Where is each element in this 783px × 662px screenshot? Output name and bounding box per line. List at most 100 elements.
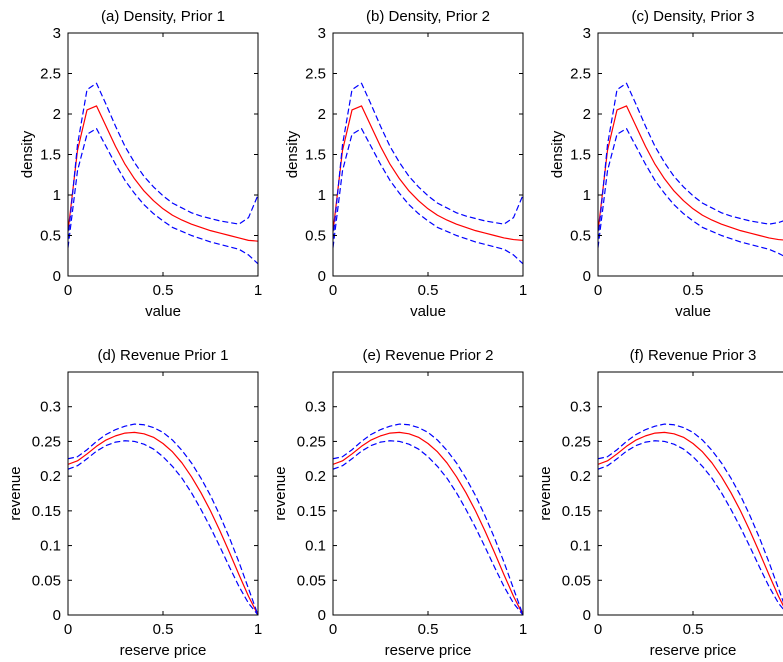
y-tick-label: 3 [583, 25, 591, 42]
y-tick-label: 0.5 [305, 228, 326, 245]
x-tick-label: 0 [64, 282, 72, 299]
y-tick-label: 3 [318, 25, 326, 42]
y-tick-label: 1 [53, 187, 61, 204]
x-tick-label: 1 [254, 282, 262, 299]
y-tick-label: 0.2 [40, 468, 61, 485]
plot-frame [67, 32, 259, 277]
y-tick-label: 2.5 [40, 66, 61, 83]
y-tick-label: 0.05 [562, 572, 591, 589]
y-tick-label: 0.5 [570, 228, 591, 245]
panel-1: 0 0.5 1 0 0.5 1 1.5 2 2.5 3 (a) Density, Prior 1 va… [19, 8, 262, 320]
estimate-line [333, 431, 523, 615]
panel-title: (e) Revenue Prior 2 [363, 347, 494, 364]
x-tick-label: 1 [254, 621, 262, 638]
x-axis-label: value [675, 303, 711, 320]
y-tick-label: 0 [583, 607, 591, 624]
y-tick-label: 0.3 [40, 399, 61, 416]
panel-4: 0 0.5 1 0 0.05 0.1 0.15 0.2 0.25 0.3 (d) Revenue P… [7, 347, 262, 659]
y-axis-label: revenue [537, 466, 554, 520]
estimate-line [598, 105, 783, 241]
estimate-line [333, 105, 523, 241]
y-tick-label: 0.05 [32, 572, 61, 589]
plot-frame [597, 371, 783, 616]
y-tick-label: 0.1 [40, 538, 61, 555]
plot-frame [597, 32, 783, 277]
y-axis-label: revenue [272, 466, 289, 520]
y-tick-label: 0.1 [570, 538, 591, 555]
x-tick-label: 1 [519, 282, 527, 299]
confidence-band-line [333, 423, 523, 615]
confidence-band-line [333, 82, 523, 240]
y-tick-label: 2 [53, 106, 61, 123]
panel-title: (f) Revenue Prior 3 [630, 347, 757, 364]
y-tick-label: 2 [583, 106, 591, 123]
y-axis-label: revenue [7, 466, 24, 520]
estimate-line [68, 431, 258, 615]
confidence-band-line [68, 127, 258, 265]
y-tick-label: 1.5 [305, 147, 326, 164]
y-tick-label: 0.15 [297, 503, 326, 520]
panel-title: (c) Density, Prior 3 [631, 8, 754, 25]
panel-title: (a) Density, Prior 1 [101, 8, 225, 25]
x-tick-label: 0 [594, 282, 602, 299]
x-tick-label: 0.5 [418, 282, 439, 299]
y-axis-label: density [549, 130, 566, 178]
y-tick-label: 0.2 [305, 468, 326, 485]
panel-title: (b) Density, Prior 2 [366, 8, 490, 25]
y-tick-label: 2.5 [570, 66, 591, 83]
y-tick-label: 0.25 [32, 433, 61, 450]
plot-frame [332, 371, 524, 616]
y-tick-label: 0.15 [32, 503, 61, 520]
y-tick-label: 0.3 [305, 399, 326, 416]
x-tick-label: 0.5 [683, 621, 704, 638]
x-tick-label: 0.5 [153, 621, 174, 638]
confidence-band-line [68, 82, 258, 240]
y-tick-label: 2 [318, 106, 326, 123]
x-tick-label: 0 [329, 621, 337, 638]
x-tick-label: 0.5 [153, 282, 174, 299]
confidence-band-line [598, 423, 783, 603]
y-tick-label: 1 [318, 187, 326, 204]
x-tick-label: 0 [329, 282, 337, 299]
x-tick-label: 0.5 [418, 621, 439, 638]
x-tick-label: 1 [519, 621, 527, 638]
y-tick-label: 2.5 [305, 66, 326, 83]
x-axis-label: reserve price [650, 642, 737, 659]
confidence-band-line [68, 440, 258, 615]
y-tick-label: 0 [53, 607, 61, 624]
y-tick-label: 1.5 [570, 147, 591, 164]
confidence-band-line [598, 82, 783, 240]
y-tick-label: 0 [583, 268, 591, 285]
y-tick-label: 0.15 [562, 503, 591, 520]
confidence-band-line [598, 440, 783, 610]
y-tick-label: 0.05 [297, 572, 326, 589]
y-tick-label: 0 [318, 268, 326, 285]
x-tick-label: 0.5 [683, 282, 704, 299]
confidence-band-line [333, 440, 523, 615]
panel-5: 0 0.5 1 0 0.05 0.1 0.15 0.2 0.25 0.3 (e) Revenue P… [272, 347, 527, 659]
y-tick-label: 1.5 [40, 147, 61, 164]
x-tick-label: 0 [594, 621, 602, 638]
y-axis-label: density [19, 130, 36, 178]
panel-2: 0 0.5 1 0 0.5 1 1.5 2 2.5 3 (b) Density, Prior 2 va… [284, 8, 527, 320]
x-axis-label: value [145, 303, 181, 320]
plot-frame [67, 371, 259, 616]
y-tick-label: 0.25 [562, 433, 591, 450]
x-axis-label: reserve price [385, 642, 472, 659]
x-axis-label: value [410, 303, 446, 320]
x-axis-label: reserve price [120, 642, 207, 659]
y-tick-label: 0.3 [570, 399, 591, 416]
y-tick-label: 1 [583, 187, 591, 204]
confidence-band-line [598, 127, 783, 257]
confidence-band-line [333, 127, 523, 265]
y-axis-label: density [284, 130, 301, 178]
y-tick-label: 0 [53, 268, 61, 285]
y-tick-label: 0.5 [40, 228, 61, 245]
y-tick-label: 0 [318, 607, 326, 624]
estimate-line [68, 105, 258, 242]
y-tick-label: 0.25 [297, 433, 326, 450]
y-tick-label: 3 [53, 25, 61, 42]
